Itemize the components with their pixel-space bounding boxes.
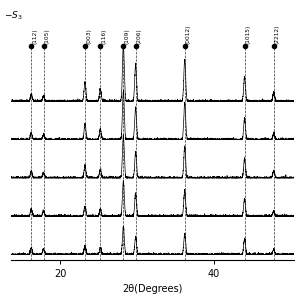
Text: (105): (105) [45,28,50,44]
Text: $-S_3$: $-S_3$ [4,9,23,22]
Text: (116): (116) [101,28,106,44]
Text: (0012): (0012) [186,24,191,44]
Text: (206): (206) [137,28,142,44]
Text: (1015): (1015) [246,25,251,44]
Text: (2̅212): (2̅212) [275,24,280,44]
Text: (112): (112) [32,28,38,44]
Text: (003): (003) [86,28,91,44]
Text: (109): (109) [124,28,130,44]
X-axis label: 2θ(Degrees): 2θ(Degrees) [122,284,183,294]
